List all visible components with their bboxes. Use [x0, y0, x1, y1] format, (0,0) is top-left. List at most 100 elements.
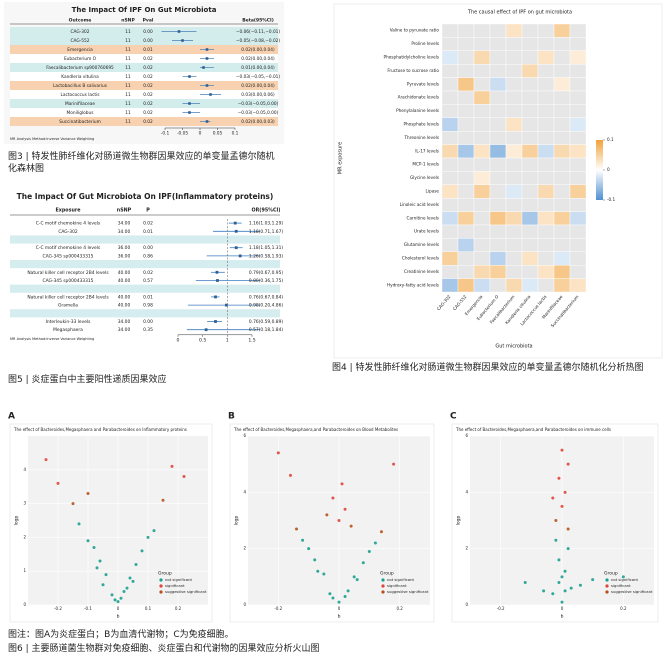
row-label: Glycine levels: [410, 175, 439, 180]
row-label: Hydroxy-fatty acid levels: [387, 282, 439, 287]
cell: Lactococcus lactis: [60, 92, 100, 98]
point: [569, 586, 573, 590]
legend-label: not significant: [165, 577, 193, 582]
cell: 1.26(0.58,1.93): [249, 253, 283, 259]
x-tick-label: -0.1: [84, 606, 92, 611]
empty-cell: [489, 224, 507, 239]
point: [325, 513, 329, 517]
empty-cell: [473, 197, 491, 212]
column-header: Outcome: [69, 18, 92, 24]
colorbar-label: 0: [607, 167, 610, 172]
cell: 0.01: [143, 229, 153, 235]
point: [355, 578, 359, 582]
empty-cell: [537, 90, 555, 105]
cell: 0.02: [143, 56, 153, 62]
heat-cell: [441, 117, 459, 132]
empty-cell: [521, 117, 539, 132]
heat-cell: [521, 144, 539, 159]
heat-cell: [489, 265, 507, 279]
row-label: Lipase: [426, 189, 440, 194]
heat-cell: [489, 144, 507, 159]
cell: 0.02: [143, 65, 153, 71]
cell: 0.01(0.00,0.04): [241, 65, 275, 71]
empty-cell: [553, 157, 571, 172]
empty-cell: [489, 157, 507, 172]
heat-cell: [441, 211, 459, 226]
empty-cell: [521, 130, 539, 145]
empty-cell: [553, 197, 571, 212]
empty-cell: [457, 265, 475, 279]
empty-cell: [489, 63, 507, 78]
panel-title: The effect of Bacteroides,Megasphaera,an…: [233, 427, 398, 432]
panel-title: The effect of Bacteroides,Megasphaera an…: [13, 427, 187, 432]
heat-cell: [553, 77, 571, 92]
empty-cell: [489, 117, 507, 132]
heat-cell: [489, 211, 507, 226]
estimate: [188, 75, 191, 78]
empty-cell: [505, 171, 523, 185]
point: [379, 530, 383, 534]
empty-cell: [489, 23, 507, 38]
cell: 0.02: [143, 119, 153, 125]
empty-cell: [441, 63, 459, 78]
empty-cell: [569, 63, 587, 78]
estimate: [234, 229, 238, 233]
heat-cell: [537, 265, 555, 279]
column-header: Exposure: [56, 208, 82, 214]
cell: Eubacterium O: [64, 56, 97, 62]
heat-cell: [441, 144, 459, 159]
heat-cell: [457, 77, 475, 92]
row-band: [10, 54, 278, 63]
panel-letter: C: [450, 412, 457, 422]
empty-cell: [553, 171, 571, 185]
tick-label: 0.05: [213, 131, 223, 137]
point: [128, 576, 132, 580]
empty-cell: [521, 157, 539, 172]
point: [557, 476, 561, 480]
point: [113, 598, 117, 602]
empty-cell: [521, 238, 539, 252]
column-header: OR(95%CI): [252, 208, 281, 214]
y-tick-label: 2: [465, 546, 468, 551]
empty-cell: [569, 104, 587, 119]
row-band: [10, 27, 278, 36]
row-band: [10, 99, 278, 108]
heat-cell: [505, 278, 523, 293]
row-label: Pyruvate levels: [407, 81, 439, 86]
heat-cell: [537, 184, 555, 199]
cell: Emergencia: [67, 47, 93, 53]
cell: Lactobacillus B salivarius: [53, 83, 108, 89]
estimate: [188, 102, 191, 105]
panel-title: The effect of Bacteroides,Megasphaera,an…: [455, 427, 611, 432]
cell: 34.00: [118, 221, 131, 227]
point: [551, 496, 555, 500]
legend-label: suggestive significant: [165, 589, 207, 594]
heat-cell: [505, 144, 523, 159]
row-label: Proline levels: [411, 41, 439, 46]
empty-cell: [569, 77, 587, 92]
cell: Moniliglobus: [67, 110, 95, 116]
cell: 11: [125, 101, 131, 107]
cell: 1.18(1.05,1.31): [249, 245, 283, 251]
tick-label: 0.1: [232, 131, 239, 137]
panel-letter: A: [8, 412, 15, 422]
empty-cell: [521, 171, 539, 185]
tick-label: -0.05: [177, 131, 188, 137]
cell: 0.02(0.00,0.03): [241, 119, 275, 125]
estimate: [238, 254, 242, 258]
estimate: [205, 84, 209, 87]
cell: 1.18(0.71,1.67): [249, 229, 283, 235]
empty-cell: [569, 23, 587, 38]
empty-cell: [537, 157, 555, 172]
legend-label: not significant: [387, 577, 415, 582]
colorbar-label: -0.1: [607, 197, 616, 202]
x-tick-label: 0: [117, 606, 120, 611]
point: [367, 549, 371, 553]
column-header: Beta(95%CI): [242, 18, 274, 24]
empty-cell: [553, 50, 571, 65]
cell: 0.98(0.20,4.86): [249, 303, 283, 309]
empty-cell: [473, 63, 491, 78]
y-tick-label: 6: [465, 433, 468, 438]
heat-cell: [473, 265, 491, 279]
